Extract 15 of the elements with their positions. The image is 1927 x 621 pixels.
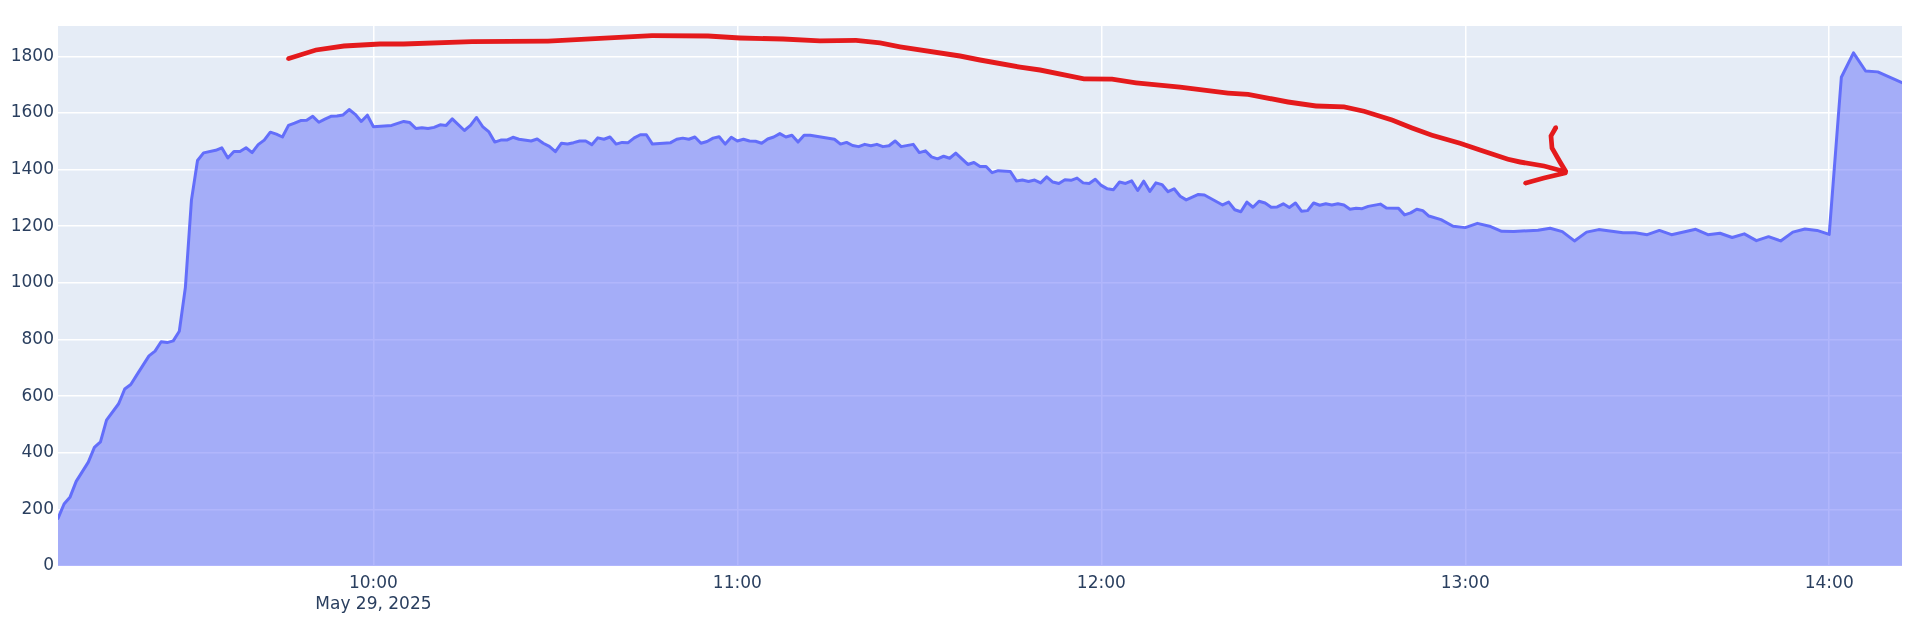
x-tick-label: 12:00 [1076, 572, 1126, 593]
y-tick-label: 1800 [10, 44, 54, 65]
y-tick-label: 400 [21, 441, 54, 462]
x-tick-label: 11:00 [712, 572, 762, 593]
y-tick-label: 1600 [10, 101, 54, 122]
x-tick-label: 14:00 [1804, 572, 1854, 593]
y-tick-label: 200 [21, 497, 54, 518]
y-tick-label: 1200 [10, 214, 54, 235]
y-tick-label: 1000 [10, 271, 54, 292]
y-tick-label: 1400 [10, 157, 54, 178]
y-tick-label: 600 [21, 384, 54, 405]
y-tick-label: 0 [43, 554, 54, 575]
x-tick-label: 13:00 [1440, 572, 1490, 593]
x-tick-label: 10:00 May 29, 2025 [315, 572, 432, 614]
y-tick-label: 800 [21, 327, 54, 348]
